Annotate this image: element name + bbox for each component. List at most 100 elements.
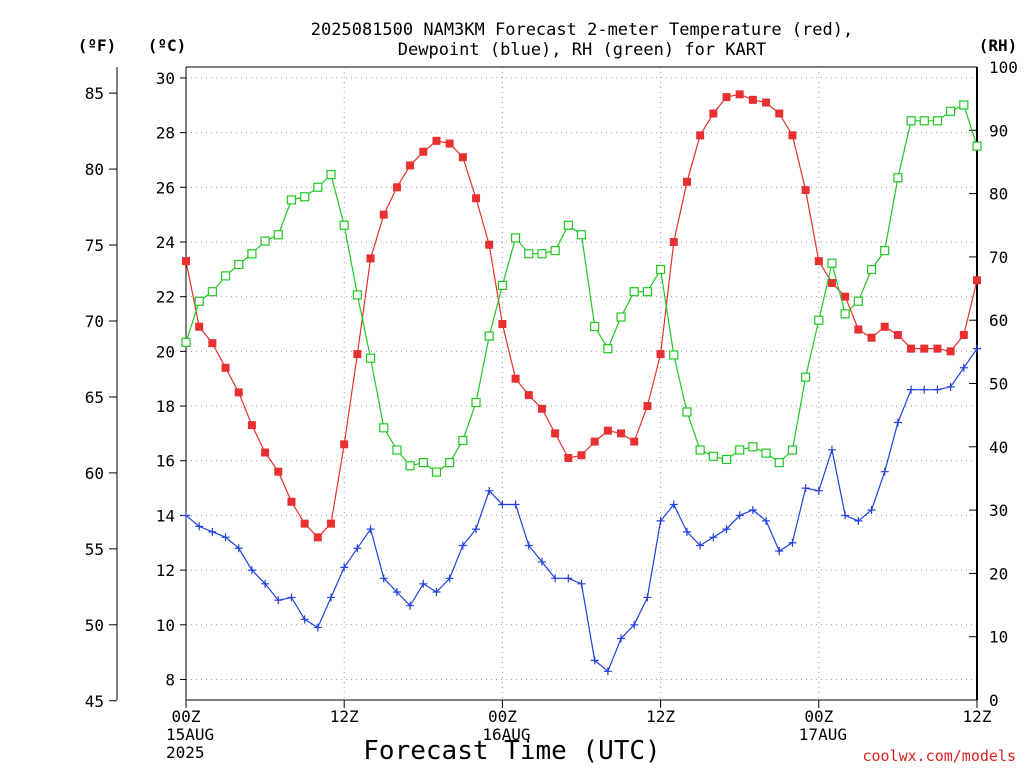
point-rh-18: [418, 458, 428, 468]
point-dewpoint-59: [959, 363, 968, 372]
point-dewpoint-58: [946, 382, 955, 391]
point-temperature-18: [419, 147, 428, 156]
fahrenheit-tick-label-2: 55: [85, 540, 104, 559]
point-rh-41: [721, 454, 732, 465]
point-rh-26: [524, 249, 534, 259]
point-rh-45: [774, 458, 784, 468]
point-rh-20: [445, 458, 455, 468]
point-temperature-25: [511, 374, 520, 383]
point-temperature-40: [709, 109, 718, 118]
x-tick-label-5-0: 12Z: [963, 707, 992, 726]
data-series: [181, 90, 982, 676]
x-tick-label-0-2: 2025: [166, 743, 205, 762]
point-rh-11: [326, 170, 336, 180]
point-dewpoint-50: [841, 511, 850, 520]
fahrenheit-tick-label-1: 50: [85, 616, 104, 635]
point-temperature-44: [762, 98, 771, 107]
point-temperature-5: [247, 421, 256, 430]
point-temperature-47: [801, 186, 810, 195]
point-dewpoint-55: [907, 385, 916, 394]
point-temperature-60: [973, 276, 981, 285]
point-dewpoint-24: [498, 500, 507, 509]
point-temperature-12: [340, 440, 349, 449]
point-dewpoint-8: [287, 593, 296, 602]
x-tick-label-2-1: 16AUG: [482, 725, 530, 744]
point-rh-60: [972, 141, 982, 151]
rh-tick-label-6: 60: [989, 311, 1008, 330]
point-temperature-14: [366, 254, 375, 263]
point-temperature-52: [867, 333, 876, 342]
point-rh-15: [379, 423, 389, 433]
point-dewpoint-11: [327, 593, 336, 602]
point-rh-21: [458, 435, 468, 446]
point-rh-0: [181, 337, 191, 347]
point-dewpoint-16: [392, 587, 401, 596]
point-temperature-17: [406, 161, 415, 170]
series-line-temperature: [185, 93, 978, 539]
x-tick-label-1-0: 12Z: [330, 707, 359, 726]
fahrenheit-unit-label: (ºF): [78, 36, 117, 55]
point-rh-29: [563, 220, 573, 230]
point-dewpoint-33: [617, 634, 626, 643]
rh-tick-label-10: 100: [989, 58, 1018, 77]
point-rh-22: [471, 397, 481, 408]
point-dewpoint-46: [788, 538, 797, 547]
point-dewpoint-35: [643, 593, 652, 602]
point-temperature-30: [577, 451, 586, 460]
point-temperature-59: [959, 330, 968, 339]
point-rh-38: [682, 407, 692, 417]
celsius-unit-label: (ºC): [148, 36, 187, 55]
credit-text: coolwx.com/models: [862, 747, 1016, 765]
x-axis-label: Forecast Time (UTC): [363, 736, 660, 766]
point-dewpoint-37: [669, 500, 678, 509]
point-dewpoint-53: [880, 467, 889, 476]
point-rh-36: [655, 264, 666, 275]
point-dewpoint-7: [274, 596, 283, 605]
point-dewpoint-0: [182, 511, 190, 520]
chart-title-line-2: Dewpoint (blue), RH (green) for KART: [398, 40, 766, 60]
point-dewpoint-47: [801, 484, 810, 493]
point-dewpoint-17: [406, 601, 415, 610]
rh-tick-label-3: 30: [989, 501, 1008, 520]
point-dewpoint-3: [221, 533, 230, 542]
point-rh-30: [576, 230, 587, 240]
point-temperature-24: [498, 320, 507, 329]
point-temperature-43: [748, 95, 757, 104]
rh-tick-label-7: 70: [989, 248, 1008, 267]
axes: 8 10 12 14 16 18 20 22 24 26 28 30 45 50 55 60 65 70 75 80 8…: [85, 58, 1018, 711]
point-temperature-31: [590, 437, 599, 446]
point-dewpoint-49: [827, 445, 836, 454]
point-rh-19: [431, 467, 442, 477]
point-rh-35: [642, 287, 653, 297]
point-rh-25: [510, 233, 521, 243]
point-dewpoint-29: [564, 574, 573, 583]
point-dewpoint-6: [261, 579, 270, 588]
point-rh-27: [537, 249, 547, 259]
x-tick-label-3-0: 12Z: [646, 707, 675, 726]
point-rh-3: [220, 271, 231, 281]
point-rh-34: [629, 287, 639, 297]
x-tick-label-2-0: 00Z: [488, 707, 517, 726]
celsius-tick-label-10: 28: [156, 124, 175, 143]
point-rh-50: [840, 309, 850, 319]
point-rh-57: [932, 116, 943, 126]
point-temperature-55: [907, 344, 916, 353]
x-tick-label-4-0: 00Z: [804, 707, 833, 726]
point-dewpoint-18: [419, 579, 428, 588]
point-dewpoint-15: [379, 574, 388, 583]
point-dewpoint-13: [353, 544, 362, 553]
point-temperature-13: [353, 350, 362, 359]
point-dewpoint-10: [313, 623, 322, 632]
point-dewpoint-23: [485, 486, 494, 495]
gridlines: [186, 67, 977, 700]
point-temperature-28: [551, 429, 560, 438]
point-temperature-35: [643, 402, 652, 411]
point-temperature-48: [814, 257, 823, 266]
point-dewpoint-1: [195, 522, 204, 531]
point-dewpoint-51: [854, 516, 863, 525]
point-rh-16: [392, 445, 402, 455]
point-rh-39: [695, 445, 705, 455]
point-rh-40: [708, 451, 718, 461]
celsius-tick-label-1: 10: [156, 616, 175, 635]
